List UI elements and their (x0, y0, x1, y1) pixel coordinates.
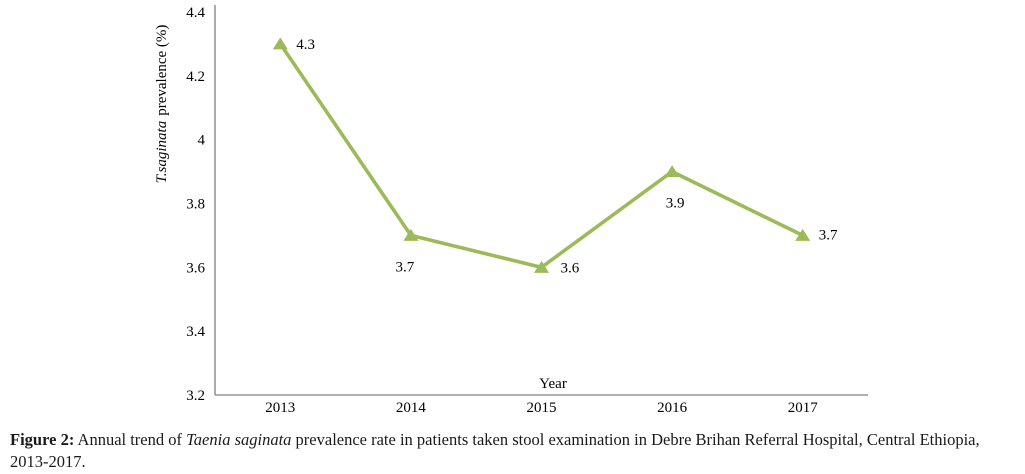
x-tick-label: 2016 (657, 400, 688, 416)
data-point-marker (403, 228, 419, 241)
caption-figure-label: Figure 2: (10, 430, 75, 449)
figure-caption: Figure 2: Annual trend of Taenia saginat… (0, 426, 1025, 473)
y-tick-label: 4 (198, 133, 206, 149)
data-point-marker (272, 37, 288, 50)
data-point-marker (534, 260, 549, 273)
x-tick-label: 2015 (527, 400, 557, 416)
y-tick-label: 3.2 (186, 388, 205, 404)
caption-text-pre: Annual trend of (74, 430, 187, 449)
x-tick-label: 2017 (788, 400, 819, 416)
data-line (278, 42, 805, 270)
y-tick-label: 3.8 (186, 197, 205, 213)
y-tick-label: 3.4 (186, 324, 205, 340)
line-chart: 3.2 3.4 3.6 3.8 4 4.2 4.4 2013 2014 2015 2016 2017 T… (154, 5, 868, 416)
data-label: 3.9 (666, 196, 685, 212)
y-tick-label: 4.4 (186, 5, 205, 21)
data-label: 3.7 (819, 227, 838, 243)
chart-svg: 3.2 3.4 3.6 3.8 4 4.2 4.4 2013 2014 2015 2016 2017 T… (154, 5, 868, 416)
x-tick-label: 2013 (265, 400, 295, 416)
y-axis-title: T.saginataprevalence (%) (154, 25, 170, 184)
data-point-marker (664, 165, 680, 178)
x-tick-label: 2014 (396, 400, 427, 416)
y-tick-label: 3.6 (186, 260, 205, 276)
caption-text-post: prevalence rate in patients taken stool … (10, 430, 980, 471)
caption-species-name: Taenia saginata (186, 430, 292, 449)
y-tick-label: 4.2 (186, 69, 205, 85)
x-axis-title: Year (539, 376, 567, 392)
data-label: 4.3 (296, 37, 315, 53)
data-point-marker (795, 228, 811, 241)
data-label: 3.7 (396, 259, 415, 275)
data-label: 3.6 (561, 260, 580, 276)
